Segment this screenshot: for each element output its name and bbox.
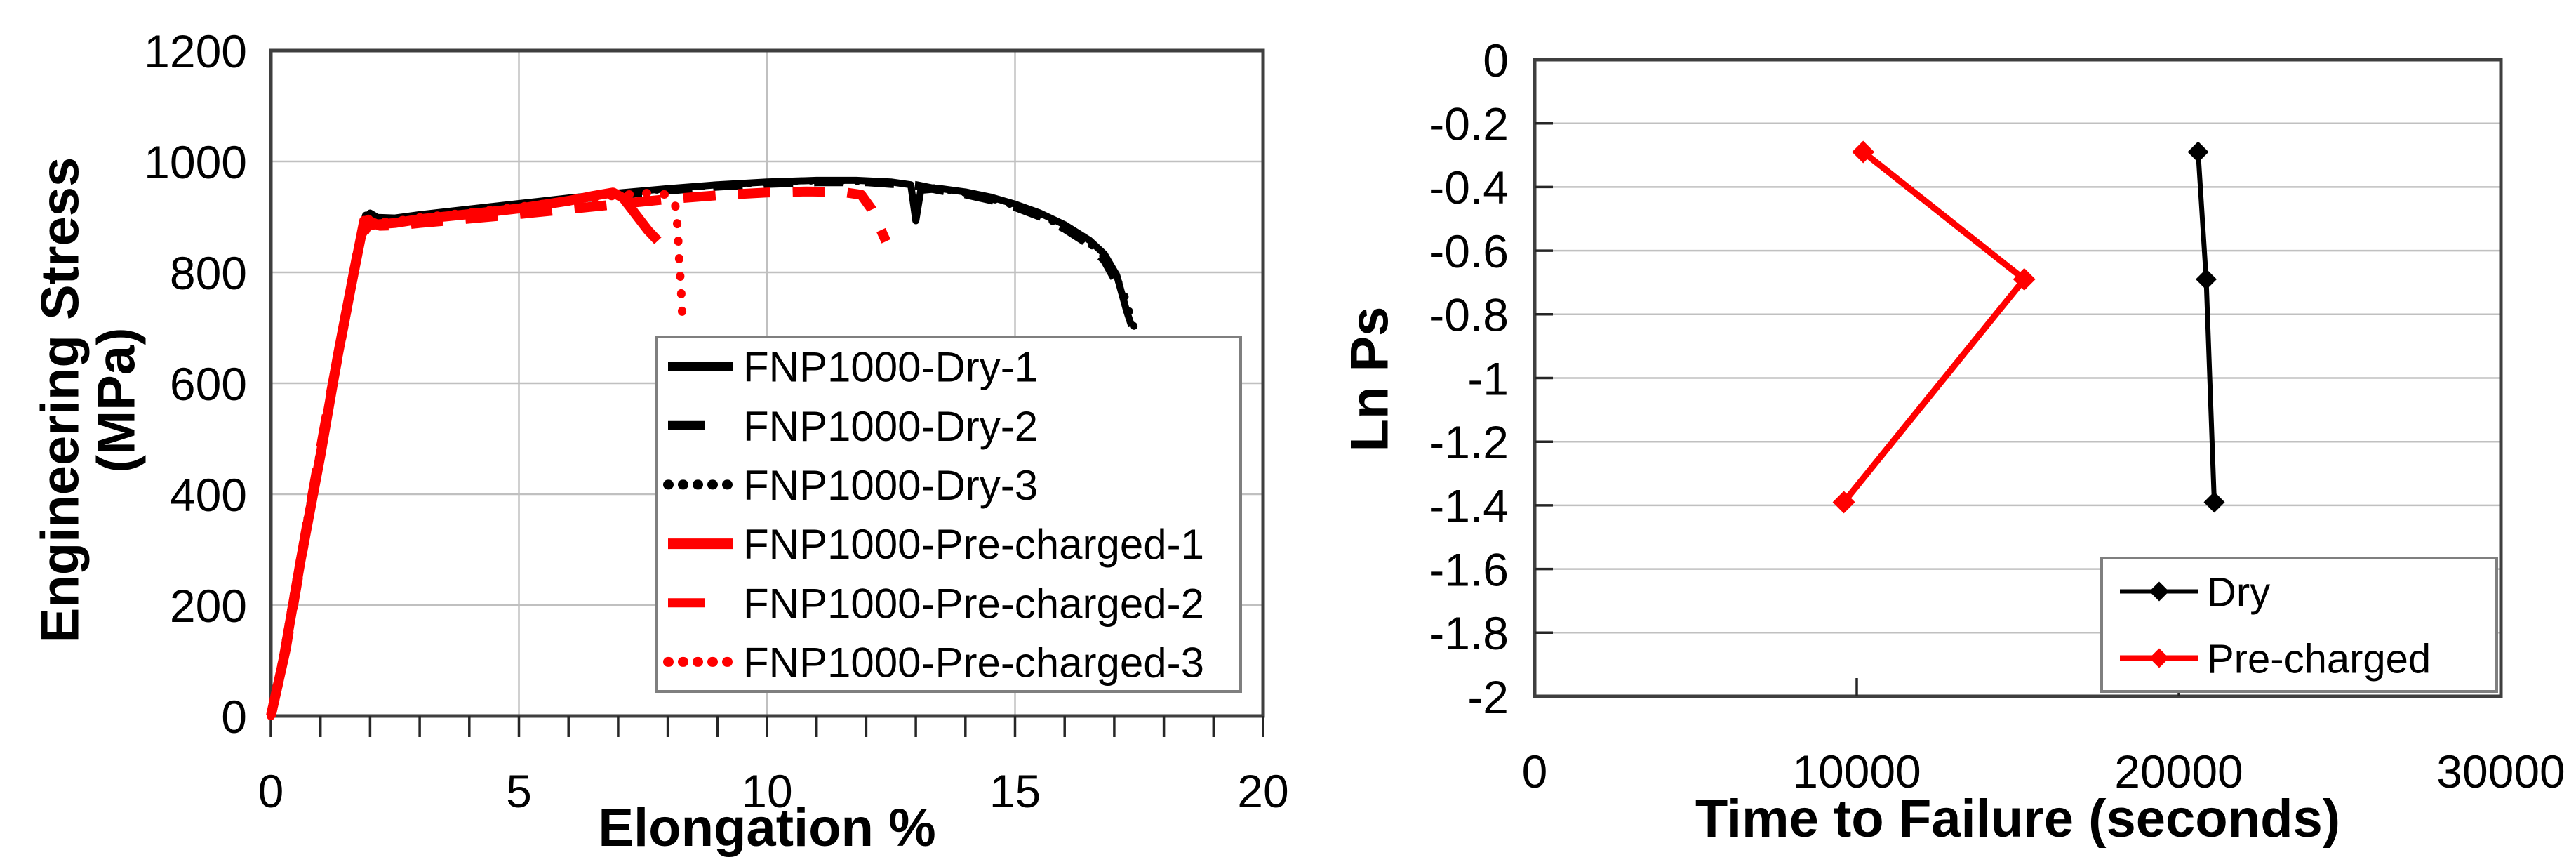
data-point-marker (1832, 491, 1855, 514)
legend-label: FNP1000-Pre-charged-1 (743, 521, 1204, 568)
legend-label: FNP1000-Dry-1 (743, 344, 1038, 391)
x-tick-label: 20 (1237, 765, 1288, 817)
x-tick-label: 0 (1522, 745, 1548, 797)
x-tick-label: 15 (989, 765, 1041, 817)
legend-box (655, 336, 1242, 693)
legend-label: Dry (2207, 569, 2270, 615)
x-tick-label: 10000 (1792, 745, 1921, 797)
y-tick-label: 600 (170, 358, 247, 410)
y-axis-title: Engineering Stress (30, 157, 90, 644)
y-tick-label: 1200 (144, 25, 247, 77)
data-point-marker (1852, 140, 1875, 164)
y-tick-label: 1000 (144, 136, 247, 188)
series-fnp1000-pre-charged-1 (266, 187, 662, 717)
x-tick-label: 30000 (2436, 745, 2565, 797)
legend-label: Pre-charged (2207, 636, 2431, 682)
legend-label: FNP1000-Dry-3 (743, 462, 1038, 509)
y-tick-label: -1.8 (1429, 607, 1509, 659)
legend-sample-marker (2149, 648, 2169, 668)
legend-label: FNP1000-Dry-2 (743, 403, 1038, 450)
y-tick-label: -1.6 (1429, 543, 1509, 595)
y-tick-label: 0 (1483, 34, 1509, 86)
series-dry (2196, 152, 2217, 503)
legend-box (2100, 557, 2498, 693)
stress-strain-chart: 0 5 10 15 20020040060080010001200FNP1000-Dry… (30, 25, 1288, 858)
y-tick-label: -2 (1467, 671, 1509, 723)
x-tick-label: 10 (741, 765, 792, 817)
ln-ps-chart: 0 10000 20000 30000 0 -0.2 -0.4 -0.6 -0.8 -1 -1.2 -… (1340, 34, 2565, 849)
y-tick-label: -0.8 (1429, 289, 1509, 341)
y-tick-label: -0.4 (1429, 161, 1509, 213)
y-tick-label: 0 (221, 691, 247, 743)
series-pre-charged (1841, 149, 2028, 505)
x-tick-label: 0 (258, 765, 284, 817)
y-tick-label: -1.2 (1429, 416, 1509, 468)
legend-label: FNP1000-Pre-charged-2 (743, 580, 1204, 627)
y-axis-title: (MPa) (86, 328, 146, 473)
y-axis-title: Ln Ps (1340, 307, 1399, 452)
x-axis-title: Elongation % (598, 798, 935, 858)
x-tick-label: 5 (506, 765, 532, 817)
data-point-marker (2203, 491, 2225, 513)
x-tick-label: 20000 (2114, 745, 2243, 797)
y-tick-label: 400 (170, 469, 247, 521)
y-tick-label: 800 (170, 247, 247, 299)
data-point-marker (2187, 141, 2209, 163)
data-point-marker (2013, 267, 2036, 291)
y-tick-label: -0.2 (1429, 98, 1509, 150)
x-axis-title: Time to Failure (seconds) (1695, 789, 2340, 849)
legend-sample-marker (2149, 581, 2169, 602)
y-tick-label: -1 (1467, 352, 1509, 404)
data-point-marker (2196, 268, 2217, 290)
legend-label: FNP1000-Pre-charged-3 (743, 639, 1204, 687)
y-tick-label: -1.4 (1429, 480, 1509, 532)
y-tick-label: 200 (170, 580, 247, 632)
y-tick-label: -0.6 (1429, 225, 1509, 277)
series-fnp1000-pre-charged-3 (267, 189, 687, 720)
